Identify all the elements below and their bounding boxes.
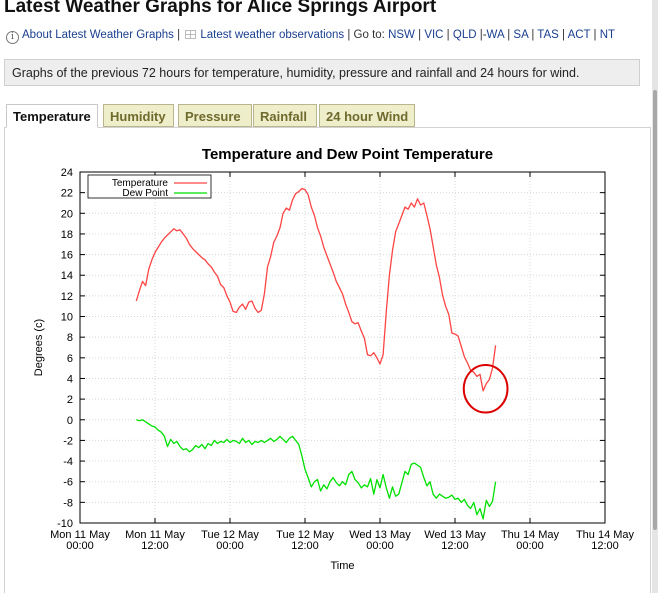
series-line-temperature (135, 187, 497, 392)
state-link-wa[interactable]: WA (486, 29, 505, 41)
x-tick-label: 12:00 (591, 540, 619, 552)
y-tick-label: 14 (61, 270, 73, 282)
x-tick-label: 00:00 (516, 540, 544, 552)
y-tick-label: -4 (63, 456, 73, 468)
state-link-act[interactable]: ACT (567, 29, 591, 41)
y-tick-label: -10 (57, 518, 73, 530)
chart-title: Temperature and Dew Point Temperature (202, 146, 493, 163)
annotation-circle (462, 364, 509, 414)
y-tick-label: 16 (61, 250, 73, 262)
x-tick-label: Thu 14 May (576, 529, 635, 541)
y-tick-label: 22 (61, 188, 73, 200)
x-tick-label: Wed 13 May (424, 529, 486, 541)
latest-weather-observations-link[interactable]: Latest weather observations (200, 29, 345, 41)
tab-temperature[interactable]: Temperature (6, 104, 98, 128)
y-tick-label: 8 (67, 332, 73, 344)
x-tick-label: Tue 12 May (276, 529, 334, 541)
x-tick-label: Wed 13 May (349, 529, 411, 541)
page-title: Latest Weather Graphs for Alice Springs … (4, 0, 437, 17)
state-link-qld[interactable]: QLD (452, 29, 477, 41)
y-tick-label: -8 (63, 497, 73, 509)
scrollbar-thumb[interactable] (653, 90, 657, 530)
page-scrollbar[interactable] (652, 0, 658, 593)
x-tick-label: 00:00 (366, 540, 394, 552)
graph-panel (4, 127, 651, 593)
y-tick-label: 18 (61, 229, 73, 241)
y-tick-label: -6 (63, 477, 73, 489)
state-link-nsw[interactable]: NSW (388, 29, 415, 41)
y-tick-label: 24 (61, 167, 73, 179)
legend-label: Dew Point (122, 188, 168, 199)
table-grid-icon (185, 30, 197, 39)
x-tick-label: Tue 12 May (201, 529, 259, 541)
y-tick-label: 20 (61, 208, 73, 220)
tab-24-hour-wind[interactable]: 24 hour Wind (319, 104, 415, 127)
plot-frame (79, 171, 606, 524)
y-tick-label: -2 (63, 435, 73, 447)
y-tick-label: 10 (61, 312, 73, 324)
y-tick-label: 2 (67, 394, 73, 406)
y-tick-label: 0 (67, 415, 73, 427)
legend-label: Temperature (112, 178, 169, 189)
legend-box (87, 174, 212, 199)
links-row: i About Latest Weather Graphs | Latest we… (6, 29, 615, 44)
x-tick-label: Mon 11 May (125, 529, 185, 541)
x-tick-label: 12:00 (441, 540, 469, 552)
about-latest-weather-graphs-link[interactable]: About Latest Weather Graphs (22, 29, 174, 41)
state-link-tas[interactable]: TAS (537, 29, 559, 41)
x-tick-label: Thu 14 May (501, 529, 560, 541)
separator: | (173, 29, 184, 41)
x-tick-label: 00:00 (216, 540, 244, 552)
x-tick-label: 12:00 (141, 540, 169, 552)
y-axis-label: Degrees (c) (33, 319, 45, 376)
state-link-sa[interactable]: SA (513, 29, 529, 41)
x-axis-label: Time (330, 560, 354, 572)
y-tick-label: 6 (67, 353, 73, 365)
y-tick-label: 4 (67, 373, 73, 385)
x-tick-label: Mon 11 May (50, 529, 110, 541)
goto-label: | Go to: (344, 29, 389, 41)
state-link-nt[interactable]: NT (599, 29, 616, 41)
series-line-dew-point (136, 419, 497, 520)
x-tick-label: 12:00 (291, 540, 319, 552)
y-tick-label: 12 (61, 291, 73, 303)
description-notice: Graphs of the previous 72 hours for temp… (4, 59, 640, 86)
tab-humidity[interactable]: Humidity (103, 104, 174, 127)
state-link-vic[interactable]: VIC (424, 29, 444, 41)
tab-rainfall[interactable]: Rainfall (253, 104, 317, 127)
info-circle-icon[interactable]: i (6, 31, 19, 44)
tab-pressure[interactable]: Pressure (178, 104, 252, 127)
x-tick-label: 00:00 (66, 540, 94, 552)
